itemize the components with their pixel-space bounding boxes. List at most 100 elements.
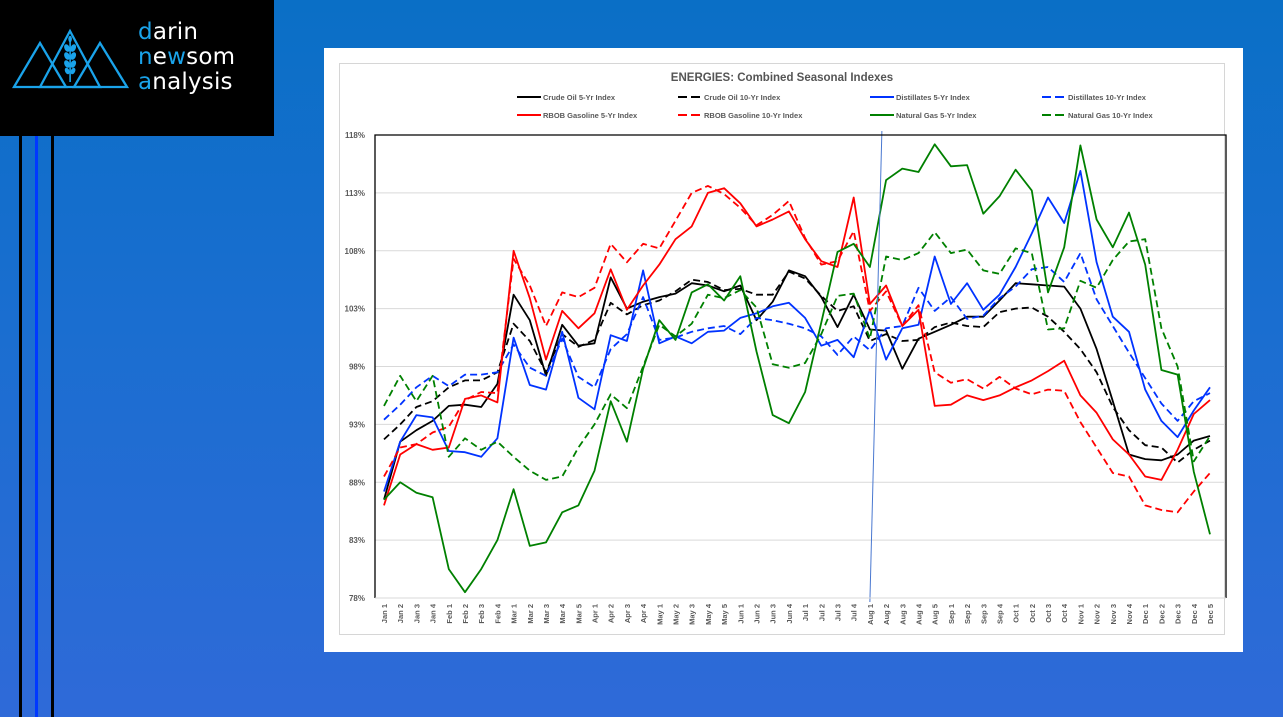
series-line-natural-gas-10-yr-index [383,231,1211,481]
legend-label: RBOB Gasoline 10-Yr Index [704,111,803,120]
series-line-crude-oil-5-yr-index [383,269,1211,500]
chart-title: ENERGIES: Combined Seasonal Indexes [671,72,893,84]
x-tick-label: Aug 3 [898,604,907,625]
x-tick-label: Mar 3 [542,604,551,624]
legend-item: Distillates 5-Yr Index [870,93,971,102]
mountains-wheat-icon [12,28,130,89]
x-tick-label: Sep 3 [979,604,988,624]
legend-item: Distillates 10-Yr Index [1042,93,1147,102]
x-tick-label: Jul 1 [801,604,810,621]
x-tick-label: Oct 4 [1060,603,1069,623]
y-tick-label: 103% [345,305,365,314]
x-tick-label: Jun 2 [753,604,762,624]
x-tick-label: May 3 [688,604,697,625]
x-tick-label: Dec 5 [1206,604,1215,624]
x-tick-label: Mar 1 [510,604,519,624]
date-marker-line [869,130,883,603]
legend-label: Natural Gas 5-Yr Index [896,111,977,120]
x-tick-label: Apr 2 [607,604,616,623]
x-tick-label: Aug 5 [931,604,940,625]
brand-wordmark: darin newsom analysis [138,20,235,95]
x-tick-label: Feb 1 [445,604,454,624]
plot-area-border [374,134,1227,598]
x-tick-label: Oct 2 [1028,604,1037,623]
x-tick-label: Apr 4 [639,603,648,623]
y-tick-label: 118% [345,131,365,140]
legend-item: Crude Oil 10-Yr Index [678,93,781,102]
x-tick-label: Apr 3 [623,604,632,623]
x-tick-label: Aug 2 [882,604,891,625]
series-line-distillates-10-yr-index [383,252,1211,422]
x-tick-label: May 4 [704,603,713,625]
x-tick-label: Feb 4 [493,603,502,623]
x-tick-label: Sep 2 [963,604,972,624]
x-tick-label: May 1 [655,604,664,625]
x-tick-label: Nov 2 [1093,604,1102,624]
x-tick-label: Sep 1 [947,604,956,624]
legend-item: RBOB Gasoline 5-Yr Index [517,111,638,120]
decor-bar-blue [35,136,38,717]
series-line-rbob-gasoline-10-yr-index [383,184,1211,514]
legend-item: RBOB Gasoline 10-Yr Index [678,111,803,120]
x-tick-label: Dec 3 [1174,604,1183,624]
y-tick-label: 88% [349,478,365,487]
y-axis: 78% 83% 88% 93% 98% 103% 108% 113% 118% [345,131,365,603]
x-tick-label: Oct 3 [1044,604,1053,623]
x-tick-label: Dec 4 [1190,603,1199,624]
x-tick-label: Nov 3 [1109,604,1118,624]
x-tick-label: Mar 4 [558,603,567,623]
chart-legend: Crude Oil 5-Yr Index Crude Oil 10-Yr Inde… [517,93,1153,120]
x-tick-label: May 5 [720,604,729,625]
decor-bar-black-2 [51,136,54,717]
brand-line-1: darin [138,19,199,45]
x-tick-label: Dec 2 [1157,604,1166,624]
x-tick-label: Jan 1 [380,604,389,623]
x-tick-label: May 2 [672,604,681,625]
x-tick-label: Jul 3 [833,604,842,621]
brand-line-3: analysis [138,69,233,95]
x-tick-label: Jan 2 [396,604,405,623]
x-tick-label: Apr 1 [591,604,600,623]
x-tick-label: Aug 1 [866,604,875,625]
legend-item: Natural Gas 5-Yr Index [870,111,977,120]
series-line-rbob-gasoline-5-yr-index [383,187,1211,506]
x-tick-label: Jan 4 [429,603,438,623]
x-tick-label: Jul 2 [817,604,826,621]
chart-panel: ENERGIES: Combined Seasonal Indexes Crud… [324,48,1243,652]
y-tick-label: 108% [345,247,365,256]
x-tick-label: Mar 2 [526,604,535,624]
brand-line-2: newsom [138,44,236,70]
decor-bar-black-1 [19,136,22,717]
x-tick-label: Aug 4 [914,603,923,625]
brand-logo: darin newsom analysis [0,0,274,136]
legend-item: Crude Oil 5-Yr Index [517,93,616,102]
x-axis: Jan 1 Jan 2 Jan 3 Jan 4 Feb 1 Feb 2 Feb 3 Feb 4… [380,603,1215,625]
x-tick-label: Jan 3 [412,604,421,623]
y-tick-label: 113% [345,189,365,198]
legend-label: Crude Oil 10-Yr Index [704,93,781,102]
legend-item: Natural Gas 10-Yr Index [1042,111,1153,120]
x-tick-label: Oct 1 [1012,604,1021,623]
gridlines [375,134,1226,599]
legend-label: Distillates 5-Yr Index [896,93,971,102]
seasonal-index-chart: ENERGIES: Combined Seasonal Indexes Crud… [345,72,1227,625]
x-tick-label: Sep 4 [995,603,1004,624]
plot-border [374,134,1227,599]
x-tick-label: Nov 1 [1076,604,1085,624]
y-tick-label: 98% [349,363,365,372]
x-tick-label: Mar 5 [574,604,583,624]
x-tick-label: Jun 3 [769,604,778,624]
legend-label: Natural Gas 10-Yr Index [1068,111,1153,120]
y-tick-label: 78% [349,594,365,603]
x-tick-label: Feb 2 [461,604,470,624]
series-line-natural-gas-5-yr-index [383,143,1211,594]
legend-label: Crude Oil 5-Yr Index [543,93,616,102]
y-tick-label: 83% [349,536,365,545]
legend-label: Distillates 10-Yr Index [1068,93,1147,102]
chart-frame [339,63,1225,635]
x-tick-label: Jun 1 [736,604,745,624]
series-line-crude-oil-10-yr-index [383,270,1211,464]
x-tick-label: Feb 3 [477,604,486,624]
x-tick-label: Dec 1 [1141,604,1150,624]
y-tick-label: 93% [349,420,365,429]
